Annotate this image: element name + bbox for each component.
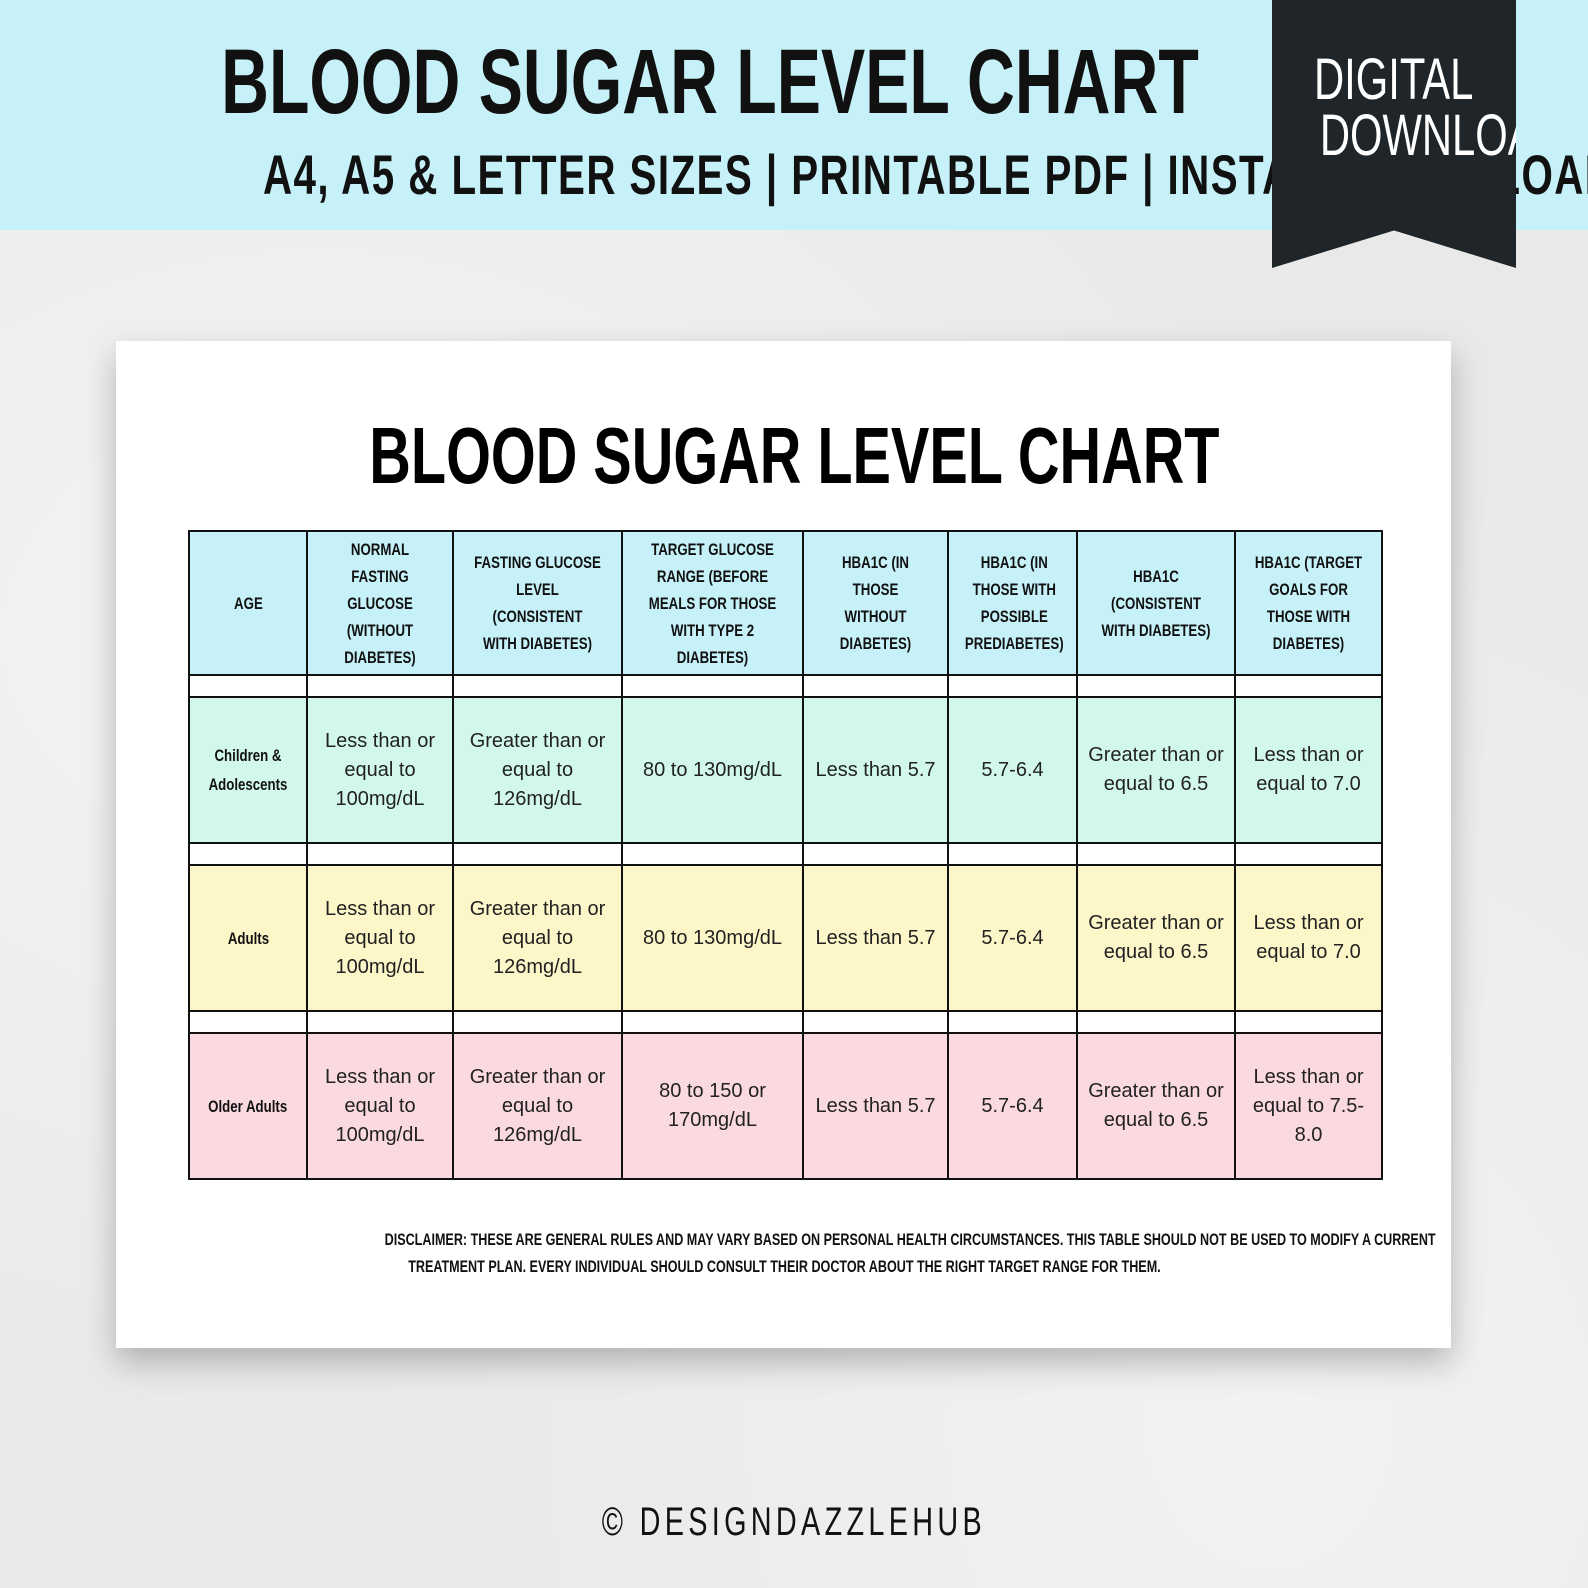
- banner-subtitle: A4, A5 & LETTER SIZES | PRINTABLE PDF | …: [262, 143, 1588, 206]
- spacer-cell: [188, 1010, 308, 1034]
- column-header: AGE: [188, 530, 308, 676]
- spacer-cell: [452, 674, 623, 698]
- digital-download-ribbon: DIGITAL DOWNLOAD: [1272, 0, 1516, 268]
- chart-title: BLOOD SUGAR LEVEL CHART: [368, 411, 1220, 500]
- spacer-cell: [1076, 1010, 1236, 1034]
- spacer-cell: [1234, 1010, 1383, 1034]
- spacer-cell: [947, 674, 1078, 698]
- disclaimer: DISCLAIMER: THESE ARE GENERAL RULES AND …: [384, 1230, 1436, 1276]
- spacer-cell: [306, 1010, 454, 1034]
- table-cell: 80 to 130mg/dL: [621, 696, 804, 844]
- table-cell: Less than 5.7: [802, 864, 949, 1012]
- table-cell: 5.7-6.4: [947, 864, 1078, 1012]
- table-cell: Less than or equal to 100mg/dL: [306, 696, 454, 844]
- table-row: Older Adults Less than or equal to 100mg/…: [188, 1032, 1383, 1180]
- spacer-row: [188, 842, 1383, 866]
- age-cell: Adults: [188, 864, 308, 1012]
- table-cell: Less than 5.7: [802, 696, 949, 844]
- spacer-cell: [621, 674, 804, 698]
- table-cell: Greater than or equal to 6.5: [1076, 1032, 1236, 1180]
- spacer-cell: [621, 842, 804, 866]
- column-header: HBA1C (TARGET GOALS FOR THOSE WITH DIABE…: [1234, 530, 1383, 676]
- table-cell: Less than or equal to 100mg/dL: [306, 1032, 454, 1180]
- table-cell: 5.7-6.4: [947, 696, 1078, 844]
- spacer-cell: [1234, 842, 1383, 866]
- spacer-row: [188, 1010, 1383, 1034]
- column-header: FASTING GLUCOSE LEVEL (CONSISTENT WITH D…: [452, 530, 623, 676]
- table-cell: Less than or equal to 7.0: [1234, 864, 1383, 1012]
- spacer-cell: [306, 674, 454, 698]
- blood-sugar-table: AGE NORMAL FASTING GLUCOSE (WITHOUT DIABE…: [188, 530, 1383, 1180]
- spacer-row: [188, 674, 1383, 698]
- table-row: Children & Adolescents Less than or equal…: [188, 696, 1383, 844]
- column-header: NORMAL FASTING GLUCOSE (WITHOUT DIABETES…: [306, 530, 454, 676]
- table-cell: Greater than or equal to 126mg/dL: [452, 1032, 623, 1180]
- column-header: HBA1C (IN THOSE WITHOUT DIABETES): [802, 530, 949, 676]
- spacer-cell: [188, 674, 308, 698]
- table-cell: 80 to 150 or 170mg/dL: [621, 1032, 804, 1180]
- table-cell: 80 to 130mg/dL: [621, 864, 804, 1012]
- column-header: HBA1C (CONSISTENT WITH DIABETES): [1076, 530, 1236, 676]
- spacer-cell: [621, 1010, 804, 1034]
- spacer-cell: [306, 842, 454, 866]
- table-cell: Less than or equal to 7.0: [1234, 696, 1383, 844]
- table-cell: Less than or equal to 100mg/dL: [306, 864, 454, 1012]
- spacer-cell: [1076, 674, 1236, 698]
- table-cell: 5.7-6.4: [947, 1032, 1078, 1180]
- banner-title: BLOOD SUGAR LEVEL CHART: [221, 31, 1199, 133]
- age-cell: Older Adults: [188, 1032, 308, 1180]
- spacer-cell: [947, 842, 1078, 866]
- spacer-cell: [188, 842, 308, 866]
- column-header: TARGET GLUCOSE RANGE (BEFORE MEALS FOR T…: [621, 530, 804, 676]
- spacer-cell: [802, 842, 949, 866]
- spacer-cell: [1234, 674, 1383, 698]
- spacer-cell: [1076, 842, 1236, 866]
- table-cell: Less than 5.7: [802, 1032, 949, 1180]
- spacer-cell: [947, 1010, 1078, 1034]
- spacer-cell: [802, 674, 949, 698]
- table-row: Adults Less than or equal to 100mg/dL Grea…: [188, 864, 1383, 1012]
- table-cell: Greater than or equal to 126mg/dL: [452, 696, 623, 844]
- table-cell: Greater than or equal to 6.5: [1076, 696, 1236, 844]
- table-cell: Greater than or equal to 126mg/dL: [452, 864, 623, 1012]
- spacer-cell: [802, 1010, 949, 1034]
- age-cell: Children & Adolescents: [188, 696, 308, 844]
- spacer-cell: [452, 1010, 623, 1034]
- brand-footer: © DESIGNDAZZLEHUB: [601, 1500, 987, 1544]
- table-cell: Greater than or equal to 6.5: [1076, 864, 1236, 1012]
- column-header: HBA1C (IN THOSE WITH POSSIBLE PREDIABETE…: [947, 530, 1078, 676]
- header-row: AGE NORMAL FASTING GLUCOSE (WITHOUT DIABE…: [188, 530, 1383, 676]
- spacer-cell: [452, 842, 623, 866]
- table-cell: Less than or equal to 7.5-8.0: [1234, 1032, 1383, 1180]
